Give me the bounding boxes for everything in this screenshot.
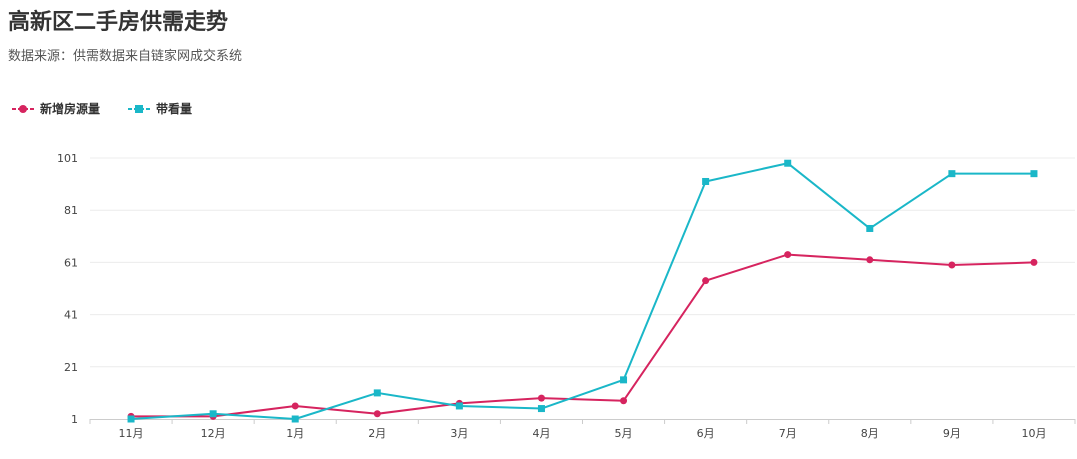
x-tick-label: 11月 [119, 427, 144, 440]
legend-swatch-series-2 [128, 104, 151, 113]
y-tick-label: 41 [64, 309, 78, 322]
data-point-series-2 [702, 177, 710, 185]
x-tick-label: 3月 [450, 427, 468, 440]
data-point-series-1 [291, 402, 299, 410]
x-tick-label: 9月 [943, 427, 961, 440]
data-point-series-2 [866, 224, 874, 232]
data-point-series-1 [620, 397, 628, 405]
y-tick-label: 1 [71, 413, 78, 426]
x-tick-label: 4月 [532, 427, 550, 440]
legend-item-series-1[interactable]: 新增房源量 [12, 100, 100, 117]
x-tick-label: 12月 [201, 427, 226, 440]
series-line-2 [130, 162, 1034, 420]
chart-legend: 新增房源量 带看量 [12, 100, 220, 117]
data-point-series-2 [291, 415, 299, 423]
legend-label-series-2: 带看量 [156, 102, 193, 116]
data-point-series-2 [455, 402, 463, 410]
x-tick-label: 5月 [615, 427, 633, 440]
y-tick-label: 101 [57, 152, 78, 165]
data-point-series-2 [373, 389, 381, 397]
x-tick-label: 2月 [368, 427, 386, 440]
data-point-series-2 [784, 159, 792, 167]
y-tick-label: 61 [64, 256, 78, 269]
data-point-series-1 [1030, 258, 1038, 266]
data-point-series-1 [702, 277, 710, 285]
x-tick-label: 6月 [697, 427, 715, 440]
legend-swatch-series-1 [12, 104, 34, 113]
data-point-series-1 [948, 261, 956, 269]
series-line-1 [131, 253, 1034, 418]
x-tick-label: 10月 [1021, 427, 1046, 440]
chart-title: 高新区二手房供需走势 [8, 10, 229, 35]
data-point-series-2 [127, 415, 135, 423]
data-point-series-1 [866, 256, 874, 264]
data-point-series-1 [373, 410, 381, 418]
legend-label-series-1: 新增房源量 [40, 102, 101, 116]
y-tick-label: 81 [64, 204, 78, 217]
data-point-series-2 [620, 376, 628, 384]
legend-item-series-2[interactable]: 带看量 [128, 100, 192, 117]
chart-subtitle: 数据来源：供需数据来自链家网成交系统 [8, 49, 243, 64]
x-tick-label: 8月 [861, 427, 879, 440]
data-point-series-2 [209, 410, 217, 418]
data-point-series-2 [948, 170, 956, 178]
y-tick-label: 21 [64, 361, 78, 374]
x-tick-label: 1月 [286, 427, 304, 440]
data-point-series-1 [784, 251, 792, 259]
data-point-series-1 [537, 394, 545, 402]
x-tick-label: 7月 [779, 427, 797, 440]
data-point-series-2 [537, 405, 545, 413]
data-point-series-2 [1030, 170, 1038, 178]
